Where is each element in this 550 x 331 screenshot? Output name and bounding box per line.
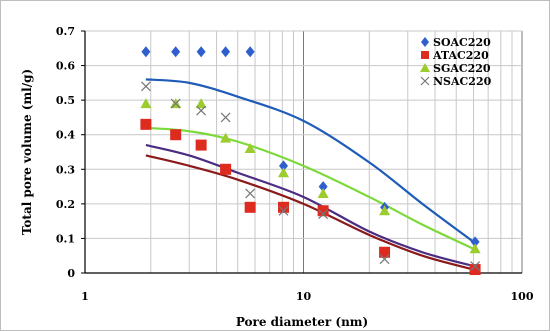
- legend-label-nsac220: NSAC220: [433, 75, 492, 88]
- x-tick-label: 1: [81, 290, 89, 303]
- point-atac220: [469, 264, 481, 276]
- point-atac220: [170, 129, 182, 141]
- point-soac220: [171, 46, 181, 58]
- point-atac220: [220, 163, 232, 175]
- x-tick-label: 10: [296, 290, 312, 303]
- point-soac220: [318, 181, 328, 193]
- legend-marker-atac220: [421, 51, 429, 59]
- y-axis-label: Total pore volume (ml/g): [20, 69, 34, 235]
- point-nsac220: [470, 261, 481, 272]
- legend-marker-sgac220: [420, 63, 430, 72]
- gridlines: [84, 30, 523, 273]
- point-nsac220: [245, 188, 256, 199]
- legend-marker-nsac220: [420, 76, 430, 86]
- point-nsac220: [318, 209, 329, 220]
- fit-line-atac220: [145, 154, 474, 271]
- y-tick-label: 0.7: [56, 25, 75, 38]
- point-nsac220: [278, 205, 289, 216]
- fit-line-sgac220: [145, 126, 474, 250]
- tick-labels: 0 0.1 0.2 0.3 0.4 0.5 0.6 0.7 1 10 100: [56, 25, 534, 303]
- point-sgac220: [317, 187, 329, 198]
- fit-line-nsac220: [145, 144, 474, 268]
- point-nsac220: [170, 98, 181, 109]
- data-points: [140, 46, 481, 276]
- legend-label-sgac220: SGAC220: [433, 62, 491, 75]
- point-sgac220: [379, 205, 391, 216]
- y-tick-label: 0: [67, 267, 75, 280]
- legend-label-soac220: SOAC220: [433, 36, 491, 49]
- point-atac220: [317, 205, 329, 217]
- point-soac220: [245, 46, 255, 58]
- legend-marker-soac220: [421, 37, 429, 47]
- point-sgac220: [278, 167, 290, 178]
- point-atac220: [278, 201, 290, 213]
- point-atac220: [244, 201, 256, 213]
- y-tick-label: 0.3: [56, 163, 75, 176]
- point-atac220: [379, 246, 391, 258]
- point-sgac220: [140, 98, 152, 109]
- point-nsac220: [220, 112, 231, 123]
- y-tick-label: 0.6: [56, 60, 75, 73]
- point-nsac220: [196, 105, 207, 116]
- fit-lines: [145, 78, 475, 271]
- y-tick-label: 0.1: [56, 232, 75, 245]
- x-axis-label: Pore diameter (nm): [236, 315, 368, 329]
- y-tick-label: 0.2: [56, 198, 75, 211]
- legend-label-atac220: ATAC220: [432, 49, 489, 62]
- y-tick-label: 0.5: [56, 94, 75, 107]
- point-soac220: [141, 46, 151, 58]
- point-soac220: [470, 236, 480, 248]
- point-sgac220: [469, 243, 481, 254]
- point-soac220: [196, 46, 206, 58]
- y-tick-label: 0.4: [56, 129, 75, 142]
- point-nsac220: [379, 254, 390, 265]
- point-atac220: [140, 118, 152, 130]
- point-soac220: [279, 160, 289, 172]
- point-nsac220: [140, 81, 151, 92]
- fit-line-soac220: [145, 78, 475, 243]
- point-sgac220: [244, 143, 256, 154]
- point-soac220: [221, 46, 231, 58]
- point-sgac220: [195, 98, 207, 109]
- point-atac220: [195, 139, 207, 151]
- axes: [81, 30, 522, 274]
- x-tick-label: 100: [511, 290, 534, 303]
- point-sgac220: [220, 132, 232, 143]
